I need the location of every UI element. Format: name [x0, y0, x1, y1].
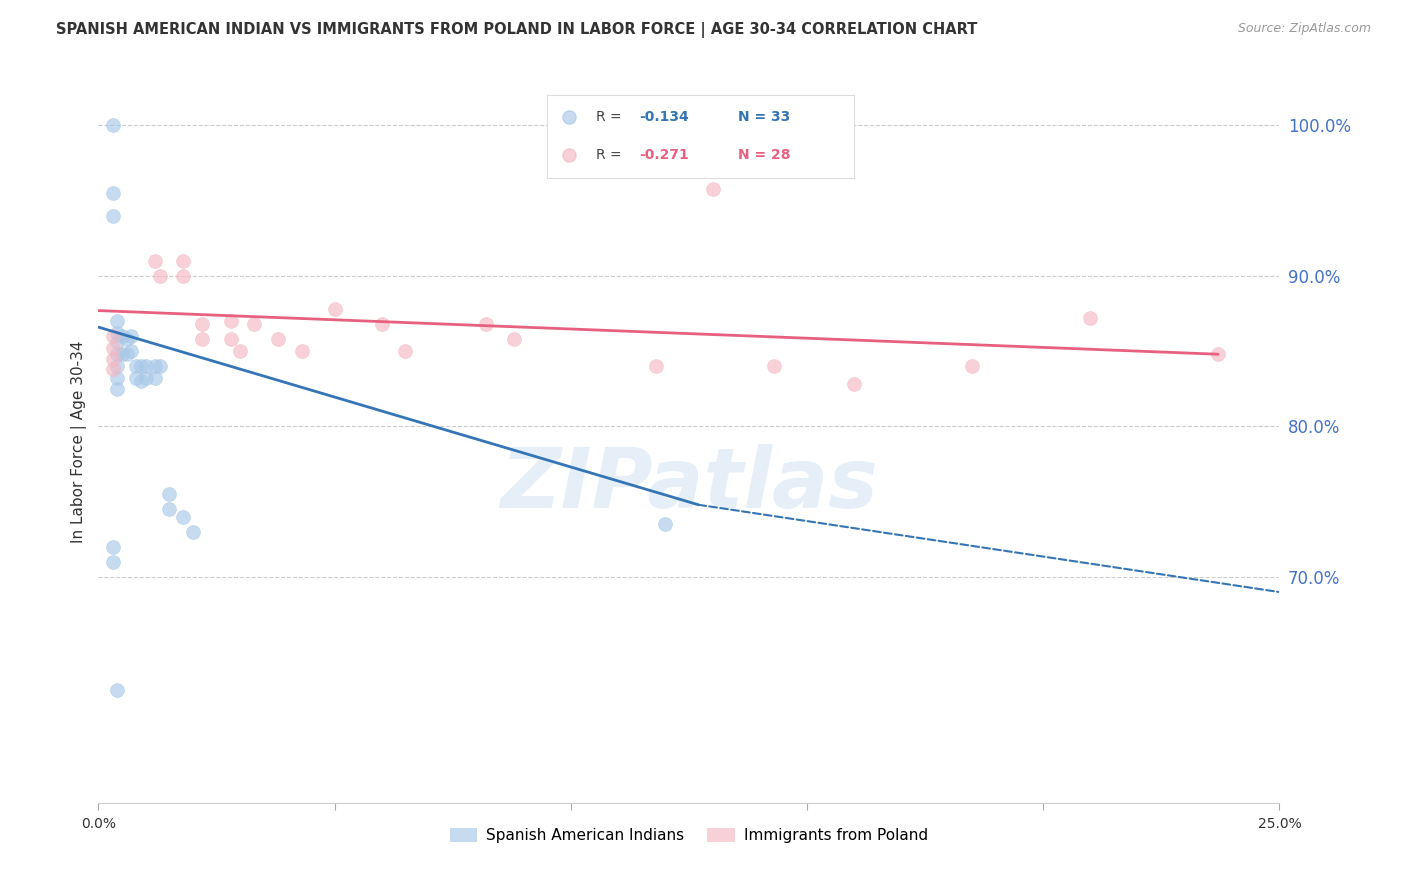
Point	[143, 371, 166, 385]
Point	[101, 555, 124, 569]
Point	[149, 268, 172, 283]
Point	[105, 347, 128, 361]
Text: SPANISH AMERICAN INDIAN VS IMMIGRANTS FROM POLAND IN LABOR FORCE | AGE 30-34 COR: SPANISH AMERICAN INDIAN VS IMMIGRANTS FR…	[56, 22, 977, 38]
Point	[101, 329, 124, 343]
Point	[172, 268, 194, 283]
Point	[143, 359, 166, 374]
Text: 25.0%: 25.0%	[1257, 817, 1302, 831]
Point	[105, 682, 128, 697]
Text: 0.0%: 0.0%	[82, 817, 115, 831]
Point	[644, 359, 666, 374]
Point	[105, 326, 128, 341]
Point	[101, 209, 124, 223]
Legend: Spanish American Indians, Immigrants from Poland: Spanish American Indians, Immigrants fro…	[443, 822, 935, 849]
Point	[290, 344, 312, 359]
Point	[115, 347, 138, 361]
Point	[1080, 311, 1102, 326]
Point	[105, 371, 128, 385]
Point	[101, 119, 124, 133]
Point	[111, 347, 134, 361]
Point	[105, 359, 128, 374]
Point	[503, 332, 526, 346]
Point	[101, 351, 124, 366]
Point	[115, 332, 138, 346]
Point	[229, 344, 252, 359]
Point	[962, 359, 984, 374]
Point	[181, 524, 204, 539]
Point	[105, 314, 128, 328]
Point	[129, 359, 152, 374]
Point	[101, 540, 124, 554]
Point	[111, 329, 134, 343]
Point	[702, 182, 724, 196]
Point	[762, 359, 785, 374]
Point	[101, 341, 124, 355]
Point	[157, 487, 180, 501]
Point	[149, 359, 172, 374]
Point	[101, 362, 124, 376]
Point	[105, 335, 128, 350]
Point	[121, 329, 143, 343]
Point	[143, 254, 166, 268]
Point	[267, 332, 290, 346]
Point	[157, 502, 180, 516]
Point	[1206, 347, 1229, 361]
Point	[172, 254, 194, 268]
Y-axis label: In Labor Force | Age 30-34: In Labor Force | Age 30-34	[72, 340, 87, 543]
Point	[129, 375, 152, 389]
Point	[105, 382, 128, 396]
Point	[219, 332, 242, 346]
Point	[125, 359, 148, 374]
Point	[371, 317, 394, 331]
Point	[125, 371, 148, 385]
Point	[191, 332, 214, 346]
Text: Source: ZipAtlas.com: Source: ZipAtlas.com	[1237, 22, 1371, 36]
Point	[101, 186, 124, 201]
Point	[475, 317, 498, 331]
Point	[135, 371, 157, 385]
Point	[121, 344, 143, 359]
Point	[654, 517, 676, 532]
Text: ZIPatlas: ZIPatlas	[501, 444, 877, 525]
Point	[219, 314, 242, 328]
Point	[323, 302, 346, 317]
Point	[243, 317, 266, 331]
Point	[172, 509, 194, 524]
Point	[135, 359, 157, 374]
Point	[844, 377, 866, 392]
Point	[191, 317, 214, 331]
Point	[394, 344, 416, 359]
